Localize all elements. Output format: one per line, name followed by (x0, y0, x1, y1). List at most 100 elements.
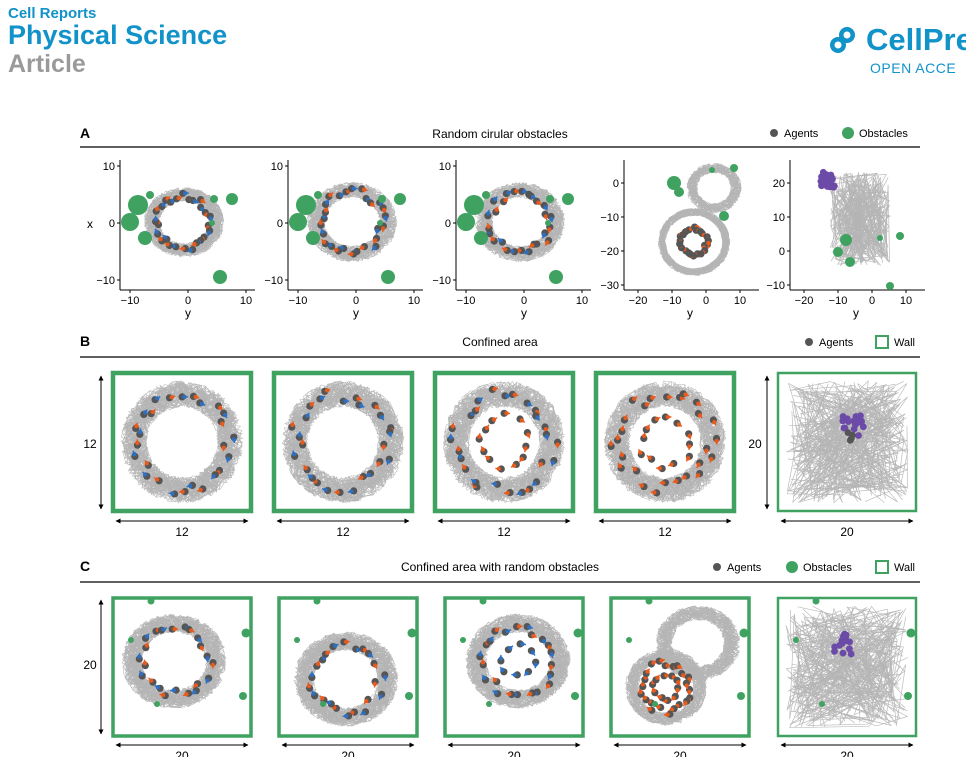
agent-velocity-marker (448, 435, 453, 440)
agent-velocity-marker (297, 432, 302, 438)
obstacle-circle (546, 195, 554, 203)
trajectory-line (125, 384, 239, 496)
panel-b-subplot: 20 (776, 371, 918, 539)
agent-velocity-marker (315, 661, 321, 667)
agent-velocity-marker (221, 445, 226, 450)
trajectory-line (820, 609, 906, 726)
agent-velocity-marker (139, 671, 144, 677)
agent-velocity-marker (681, 673, 686, 678)
agent-velocity-marker (154, 477, 160, 482)
agent-velocity-marker (531, 194, 536, 200)
agent-velocity-marker (355, 647, 361, 652)
obstacle-circle (573, 628, 583, 638)
obstacle-circle (294, 637, 300, 643)
obstacle-circle (394, 193, 406, 205)
agent-velocity-marker (657, 694, 663, 700)
agent-velocity-marker (349, 489, 354, 494)
agent-velocity-marker (623, 415, 628, 421)
agent-velocity-marker (320, 696, 325, 701)
trajectory-line (792, 628, 898, 680)
trajectory-line (289, 381, 396, 496)
trajectory-line (831, 172, 883, 263)
obstacle-circle (314, 191, 322, 199)
agent-velocity-marker (541, 232, 547, 238)
agent-velocity-marker (549, 652, 554, 657)
agent-velocity-marker (165, 242, 170, 247)
agent-velocity-marker (144, 643, 150, 648)
trajectory-line (310, 181, 390, 262)
agent-velocity-marker (200, 198, 205, 204)
agent-velocity-marker (386, 459, 391, 464)
agent-velocity-marker (305, 413, 310, 418)
y-tick-label: 10 (103, 161, 115, 173)
trajectory-line (842, 177, 889, 258)
agent-velocity-marker (608, 441, 614, 447)
trajectory-line (786, 631, 879, 720)
agent-velocity-marker (142, 472, 148, 477)
panel-a-subplot: 20 10 0 −10 −20 −10 0 10 y (766, 160, 925, 320)
x-tick-label: 10 (900, 295, 912, 307)
agent-velocity-marker (171, 688, 176, 693)
agent-velocity-marker (639, 483, 644, 488)
agent-velocity-marker (374, 404, 379, 410)
agent-velocity-marker (507, 691, 512, 697)
agent-velocity-marker (324, 200, 330, 205)
agent-velocity-marker (142, 661, 148, 666)
trajectory-line (628, 653, 706, 725)
panel-b-subplot: 12 (110, 370, 254, 539)
agent-velocity-marker (523, 446, 528, 451)
width-dimension-label: 20 (840, 525, 854, 539)
agent-velocity-marker (205, 656, 210, 661)
obstacle-circle (209, 220, 215, 226)
agent-dot (839, 649, 847, 657)
agent-velocity-marker (520, 641, 525, 647)
agent-velocity-marker (547, 645, 552, 650)
agent-velocity-marker (218, 405, 223, 410)
agent-velocity-marker (492, 677, 498, 683)
agent-velocity-marker (516, 624, 522, 629)
x-tick-label: 10 (240, 295, 252, 307)
agent-velocity-marker (192, 242, 197, 247)
agent-velocity-marker (311, 691, 316, 696)
trajectory-line (481, 184, 564, 260)
agent-velocity-marker (480, 447, 486, 452)
agent-velocity-marker (333, 643, 338, 648)
agent-velocity-marker (309, 672, 315, 678)
agent-velocity-marker (493, 690, 498, 695)
agent-velocity-marker (132, 451, 137, 457)
agent-velocity-marker (517, 491, 523, 496)
wall-boundary (776, 371, 918, 513)
agent-velocity-marker (696, 462, 701, 467)
x-tick-label: −20 (629, 295, 648, 307)
trajectory-line (786, 618, 909, 691)
obstacle-circle (138, 231, 152, 245)
agent-velocity-marker (206, 230, 211, 236)
agent-velocity-marker (620, 426, 625, 432)
obstacle-circle (289, 213, 307, 231)
panel-b-subplot: 12 (432, 370, 576, 539)
legend-obstacles: Obstacles (859, 128, 908, 140)
agent-velocity-marker (231, 437, 237, 442)
trajectory-line (799, 612, 870, 723)
agent-dot (820, 180, 828, 188)
agent-velocity-marker (671, 695, 676, 701)
agent-velocity-marker (309, 402, 314, 407)
agent-velocity-marker (498, 238, 503, 243)
agent-velocity-marker (498, 656, 504, 661)
y-tick-label: −20 (600, 246, 619, 258)
y-tick-label: −10 (432, 275, 451, 287)
obstacle-circle (819, 701, 825, 707)
obstacle-circle (652, 701, 658, 707)
y-tick-label: −10 (96, 275, 115, 287)
agent-dot (850, 425, 858, 433)
agent-velocity-marker (538, 462, 543, 467)
agent-velocity-marker (155, 396, 160, 401)
agent-velocity-marker (180, 489, 185, 494)
agent-velocity-marker (650, 395, 655, 400)
agent-velocity-marker (351, 186, 357, 191)
legend-agents: Agents (727, 562, 762, 574)
agent-velocity-marker (519, 418, 525, 423)
agent-velocity-marker (683, 392, 688, 397)
agent-velocity-marker (535, 415, 540, 420)
agent-dot (842, 633, 849, 640)
